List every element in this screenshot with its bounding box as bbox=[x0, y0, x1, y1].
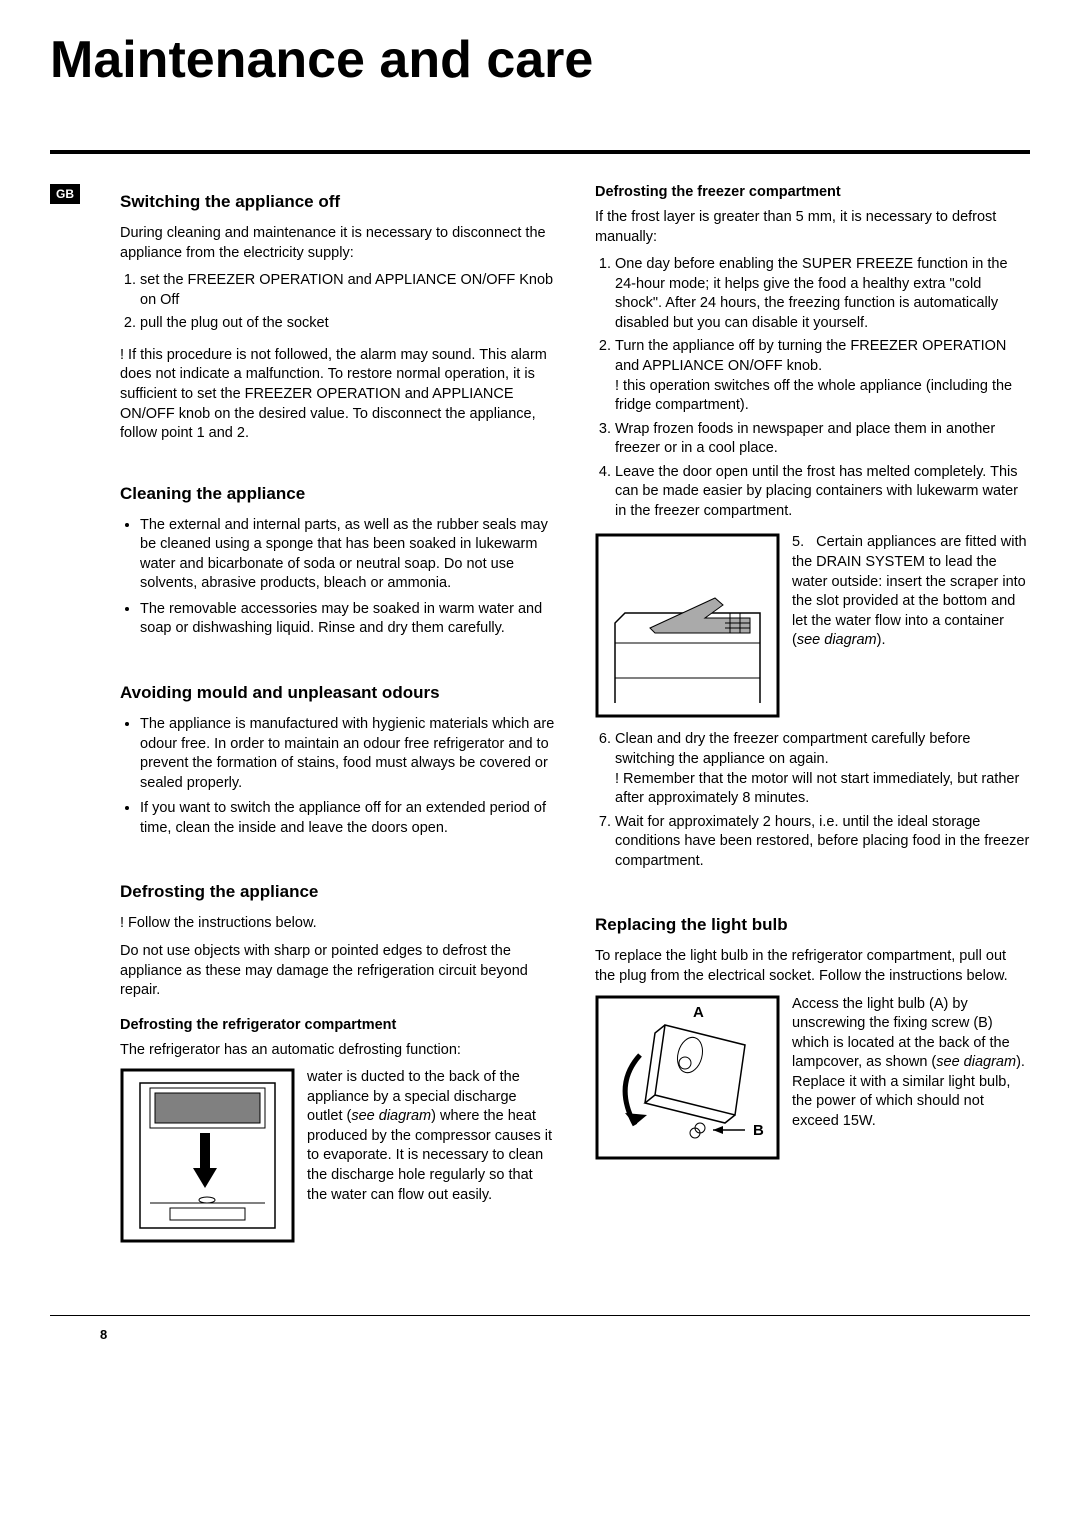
page-title: Maintenance and care bbox=[50, 30, 1030, 90]
paragraph: The refrigerator has an automatic defros… bbox=[120, 1041, 555, 1061]
list-item: Leave the door open until the frost has … bbox=[615, 463, 1030, 522]
left-margin: GB bbox=[50, 184, 90, 1255]
heading-mould: Avoiding mould and unpleasant odours bbox=[120, 683, 555, 703]
ordered-list: set the FREEZER OPERATION and APPLIANCE … bbox=[120, 271, 555, 334]
list-item: Turn the appliance off by turning the FR… bbox=[615, 337, 1030, 415]
list-item: If you want to switch the appliance off … bbox=[140, 799, 555, 838]
list-item: The external and internal parts, as well… bbox=[140, 516, 555, 594]
fridge-drain-diagram bbox=[120, 1068, 295, 1243]
diagram-block-freezer: 5. Certain appliances are fitted with th… bbox=[595, 533, 1030, 718]
ordered-list: Clean and dry the freezer compartment ca… bbox=[595, 730, 1030, 871]
bulb-label-b: B bbox=[753, 1122, 764, 1139]
paragraph: To replace the light bulb in the refrige… bbox=[595, 947, 1030, 986]
ordered-list: One day before enabling the SUPER FREEZE… bbox=[595, 255, 1030, 521]
list-item: The appliance is manufactured with hygie… bbox=[140, 715, 555, 793]
language-badge: GB bbox=[50, 184, 80, 204]
list-item: pull the plug out of the socket bbox=[140, 314, 555, 334]
list-item: set the FREEZER OPERATION and APPLIANCE … bbox=[140, 271, 555, 310]
warning-text: ! Follow the instructions below. bbox=[120, 914, 555, 934]
divider bbox=[50, 150, 1030, 154]
see-diagram-text: see diagram bbox=[351, 1108, 431, 1124]
heading-switching-off: Switching the appliance off bbox=[120, 192, 555, 212]
content-wrapper: GB Switching the appliance off During cl… bbox=[50, 184, 1030, 1255]
diagram-block-fridge: water is ducted to the back of the appli… bbox=[120, 1068, 555, 1243]
paragraph: If the frost layer is greater than 5 mm,… bbox=[595, 208, 1030, 247]
diagram-text: Access the light bulb (A) by unscrewing … bbox=[792, 995, 1030, 1132]
page-number: 8 bbox=[100, 1327, 107, 1342]
paragraph: Do not use objects with sharp or pointed… bbox=[120, 942, 555, 1001]
diagram-text: 5. Certain appliances are fitted with th… bbox=[792, 533, 1030, 650]
diagram-block-bulb: A B Access the light bulb (A) by unscrew… bbox=[595, 995, 1030, 1160]
diagram-text: water is ducted to the back of the appli… bbox=[307, 1068, 555, 1205]
heading-light-bulb: Replacing the light bulb bbox=[595, 915, 1030, 935]
list-item: One day before enabling the SUPER FREEZE… bbox=[615, 255, 1030, 333]
warning-text: ! If this procedure is not followed, the… bbox=[120, 346, 555, 444]
heading-cleaning: Cleaning the appliance bbox=[120, 484, 555, 504]
columns: Switching the appliance off During clean… bbox=[120, 184, 1030, 1255]
left-column: Switching the appliance off During clean… bbox=[120, 184, 555, 1255]
list-item: Wrap frozen foods in newspaper and place… bbox=[615, 420, 1030, 459]
freezer-drain-diagram bbox=[595, 533, 780, 718]
heading-defrosting: Defrosting the appliance bbox=[120, 882, 555, 902]
right-column: Defrosting the freezer compartment If th… bbox=[595, 184, 1030, 1255]
bullet-list: The appliance is manufactured with hygie… bbox=[120, 715, 555, 838]
see-diagram-text: see diagram bbox=[936, 1054, 1016, 1070]
list-item: The removable accessories may be soaked … bbox=[140, 600, 555, 639]
list-item: Clean and dry the freezer compartment ca… bbox=[615, 730, 1030, 808]
bulb-label-a: A bbox=[693, 1004, 704, 1021]
see-diagram-text: see diagram bbox=[797, 632, 877, 648]
light-bulb-diagram: A B bbox=[595, 995, 780, 1160]
footer: 8 bbox=[50, 1315, 1030, 1344]
list-item: Wait for approximately 2 hours, i.e. unt… bbox=[615, 813, 1030, 872]
bullet-list: The external and internal parts, as well… bbox=[120, 516, 555, 639]
paragraph: During cleaning and maintenance it is ne… bbox=[120, 224, 555, 263]
subheading-defrost-freezer: Defrosting the freezer compartment bbox=[595, 184, 1030, 200]
subheading-defrost-fridge: Defrosting the refrigerator compartment bbox=[120, 1017, 555, 1033]
